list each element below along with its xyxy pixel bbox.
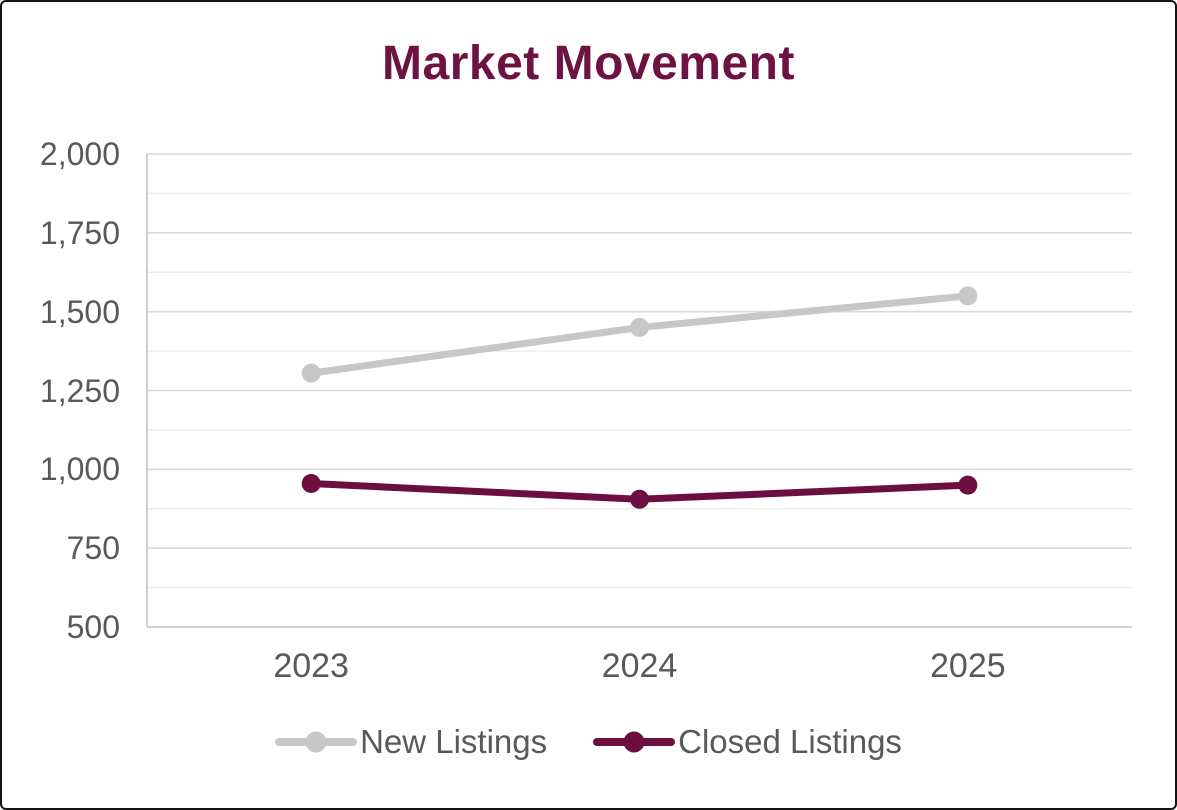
legend-label: Closed Listings — [678, 723, 902, 760]
chart-legend: New Listings Closed Listings — [2, 718, 1175, 766]
y-axis-tick-label: 500 — [66, 609, 120, 645]
y-axis-tick-label: 750 — [66, 530, 120, 567]
x-axis-tick-label-2023: 2023 — [273, 647, 349, 685]
legend-label: New Listings — [360, 723, 548, 760]
data-point-new-listings-2024 — [630, 317, 649, 337]
data-point-closed-listings-2023 — [301, 474, 321, 494]
legend-item-closed-listings: Closed Listings — [593, 723, 902, 761]
data-point-new-listings-2023 — [301, 363, 321, 383]
y-axis-tick-label: 1,000 — [39, 451, 120, 488]
data-point-closed-listings-2025 — [958, 475, 978, 495]
data-point-new-listings-2025 — [958, 286, 978, 306]
y-axis-tick-label: 1,250 — [39, 372, 120, 409]
legend-item-new-listings: New Listings — [275, 723, 547, 761]
legend-line-marker-icon — [593, 731, 676, 753]
y-axis-tick-label: 1,750 — [39, 214, 120, 251]
x-axis-tick-label-2024: 2024 — [601, 647, 678, 685]
y-axis-tick-label: 1,500 — [39, 293, 120, 330]
x-axis-tick-label-2025: 2025 — [930, 647, 1006, 685]
chart-title: Market Movement — [382, 37, 795, 90]
y-axis-tick-label: 2,000 — [39, 136, 120, 172]
data-point-closed-listings-2024 — [630, 489, 649, 509]
legend-line-marker-icon — [275, 731, 358, 753]
